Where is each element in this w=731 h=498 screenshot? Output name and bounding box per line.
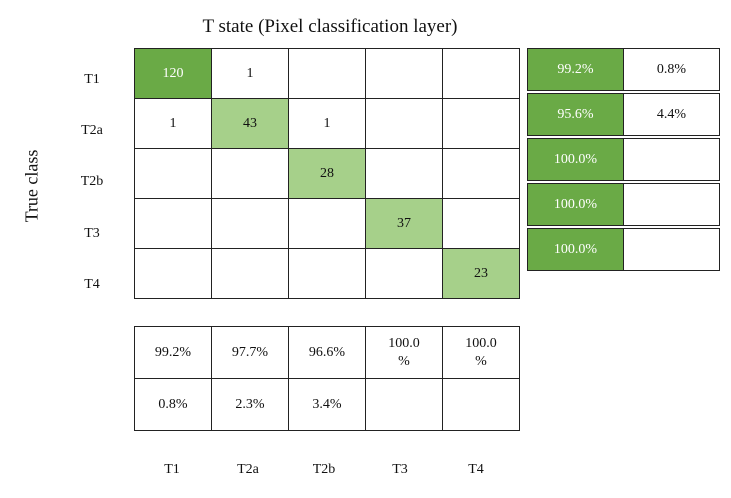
matrix-cell: 43 <box>211 98 289 149</box>
column-label: T3 <box>392 462 408 477</box>
confusion-matrix: 120 1 1 43 1 28 37 23 <box>134 48 520 299</box>
row-label: T1 <box>84 72 100 87</box>
row-label: T3 <box>84 226 100 241</box>
matrix-cell: 1 <box>134 98 212 149</box>
matrix-cell: 37 <box>365 198 443 249</box>
matrix-row: 120 1 <box>134 48 520 99</box>
row-stat-cell: 100.0% <box>527 228 624 271</box>
chart-title: T state (Pixel classification layer) <box>202 16 458 37</box>
col-stat-cell: 100.0% <box>442 326 520 379</box>
row-stat-row: 95.6% 4.4% <box>527 93 720 136</box>
column-label: T1 <box>164 462 180 477</box>
column-label: T4 <box>468 462 484 477</box>
matrix-cell <box>442 198 520 249</box>
col-stat-cell: 2.3% <box>211 378 289 431</box>
matrix-cell <box>365 248 443 299</box>
col-stat-cell <box>365 378 443 431</box>
row-stat-cell <box>623 183 720 226</box>
column-stats-table: 99.2% 97.7% 96.6% 100.0% 100.0% 0.8% 2.3% 3.4% <box>134 326 520 431</box>
matrix-row: 28 <box>134 148 520 199</box>
row-stat-row: 100.0% <box>527 138 720 181</box>
row-stat-cell <box>623 138 720 181</box>
matrix-row: 1 43 1 <box>134 98 520 149</box>
row-stats-table: 99.2% 0.8% 95.6% 4.4% 100.0% 100.0% 100.0% <box>527 48 720 271</box>
matrix-cell <box>442 98 520 149</box>
matrix-cell: 1 <box>288 98 366 149</box>
matrix-cell: 1 <box>211 48 289 99</box>
matrix-cell <box>211 248 289 299</box>
column-label: T2a <box>237 462 259 477</box>
column-label: T2b <box>312 462 336 477</box>
matrix-cell <box>211 198 289 249</box>
col-stat-cell: 99.2% <box>134 326 212 379</box>
row-stat-cell: 95.6% <box>527 93 624 136</box>
matrix-row: 23 <box>134 248 520 299</box>
row-stat-row: 99.2% 0.8% <box>527 48 720 91</box>
row-label: T4 <box>84 277 100 292</box>
col-stat-cell: 97.7% <box>211 326 289 379</box>
col-stat-cell: 100.0% <box>365 326 443 379</box>
matrix-cell <box>365 98 443 149</box>
col-stat-cell: 0.8% <box>134 378 212 431</box>
matrix-row: 37 <box>134 198 520 249</box>
col-stat-row: 99.2% 97.7% 96.6% 100.0% 100.0% <box>134 326 520 379</box>
row-stat-cell: 100.0% <box>527 183 624 226</box>
matrix-cell <box>365 148 443 199</box>
matrix-cell: 28 <box>288 148 366 199</box>
y-axis-label: True class <box>21 149 42 223</box>
matrix-cell <box>288 248 366 299</box>
matrix-cell <box>442 48 520 99</box>
matrix-cell <box>134 148 212 199</box>
matrix-cell <box>211 148 289 199</box>
row-stat-row: 100.0% <box>527 228 720 271</box>
matrix-cell <box>288 198 366 249</box>
col-stat-row: 0.8% 2.3% 3.4% <box>134 378 520 431</box>
row-stat-cell: 4.4% <box>623 93 720 136</box>
row-stat-cell <box>623 228 720 271</box>
matrix-cell: 23 <box>442 248 520 299</box>
matrix-cell <box>442 148 520 199</box>
col-stat-cell: 96.6% <box>288 326 366 379</box>
matrix-cell <box>134 248 212 299</box>
col-stat-cell <box>442 378 520 431</box>
row-label: T2a <box>81 123 103 138</box>
matrix-cell: 120 <box>134 48 212 99</box>
matrix-cell <box>365 48 443 99</box>
row-stat-cell: 99.2% <box>527 48 624 91</box>
matrix-cell <box>288 48 366 99</box>
row-stat-row: 100.0% <box>527 183 720 226</box>
matrix-cell <box>134 198 212 249</box>
row-stat-cell: 0.8% <box>623 48 720 91</box>
row-label: T2b <box>80 174 104 189</box>
row-stat-cell: 100.0% <box>527 138 624 181</box>
col-stat-cell: 3.4% <box>288 378 366 431</box>
